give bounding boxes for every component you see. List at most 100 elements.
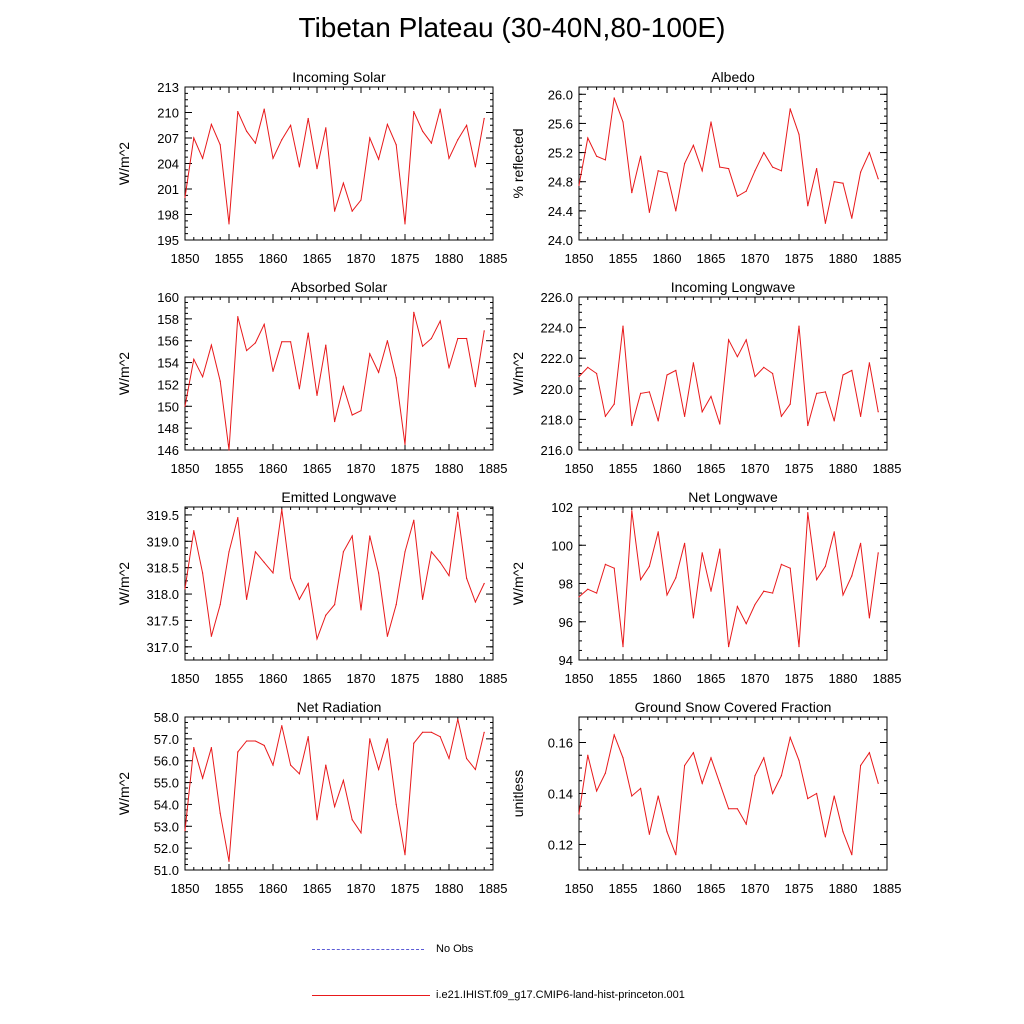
panel-7-point [228, 860, 230, 862]
panel-4-point [675, 369, 677, 372]
panel-4-point [860, 415, 862, 417]
panel-3-point [237, 316, 239, 318]
panel-4-point [684, 415, 686, 417]
panel-8-xtick-label: 1865 [697, 881, 726, 896]
panel-4-point [666, 374, 668, 376]
panel-7-point [334, 806, 336, 808]
panel-3-point [395, 377, 397, 379]
panel-4-point [640, 392, 642, 394]
panel-7-point [351, 819, 353, 821]
panel-3-point [228, 449, 230, 451]
panel-3-point [254, 342, 256, 344]
panel-6-xtick-label: 1855 [609, 671, 638, 686]
panel-1-point [228, 223, 230, 225]
panel-8-point [613, 734, 615, 736]
panel-1-point [378, 158, 380, 160]
panel-6-point [851, 575, 853, 577]
legend-obs-line [312, 949, 424, 950]
panel-7-point [272, 764, 274, 766]
panel-5-point [395, 604, 397, 606]
panel-2-point [877, 178, 879, 180]
panel-8-point [710, 757, 712, 759]
panel-5-xtick-label: 1870 [347, 671, 376, 686]
panel-6-frame [578, 506, 888, 661]
panel-1-point [237, 111, 239, 113]
panel-3-point [369, 353, 371, 355]
panel-4-ytick-label: 222.0 [540, 351, 573, 366]
panel-7-point [316, 819, 318, 821]
panel-1-point [457, 139, 459, 141]
panel-4-point [763, 366, 765, 368]
panel-7-point [307, 736, 309, 738]
panel-4-point [622, 325, 624, 327]
panel-8-point [824, 836, 827, 838]
panel-8-point [692, 752, 695, 754]
panel-1-frame [184, 86, 494, 241]
panel-4-title: Incoming Longwave [671, 279, 796, 295]
panel-6-point [728, 646, 730, 648]
panel-1-xtick-label: 1880 [435, 251, 464, 266]
panel-7-point [439, 736, 441, 738]
panel-5-point [430, 551, 432, 553]
panel-3-point [413, 311, 415, 313]
panel-8-point [754, 775, 756, 777]
panel-2-point [754, 170, 756, 172]
panel-1-xtick-label: 1870 [347, 251, 376, 266]
panel-6-ytick-label: 94 [559, 653, 573, 668]
panel-3-xtick-label: 1850 [171, 461, 200, 476]
panel-3-ytick-label: 160 [157, 290, 179, 305]
panel-5-point [237, 516, 239, 519]
panel-2-ytick-label: 25.6 [548, 116, 573, 131]
panel-5-xtick-label: 1880 [435, 671, 464, 686]
panel-5-point [448, 574, 450, 577]
legend-model-label: i.e21.IHIST.f09_g17.CMIP6-land-hist-prin… [436, 989, 685, 1001]
panel-6-xtick-label: 1860 [653, 671, 682, 686]
panel-5-point [360, 609, 362, 611]
panel-2-point [701, 170, 703, 172]
panel-3-point [351, 414, 353, 416]
panel-1-point [325, 127, 327, 129]
panel-5-xtick-label: 1875 [391, 671, 420, 686]
panel-5-point [325, 614, 327, 616]
panel-1-point [246, 130, 248, 132]
panel-6-point [824, 565, 827, 567]
panel-1-ylabel: W/m^2 [116, 142, 132, 185]
panel-2-title: Albedo [711, 69, 755, 85]
panel-3-point [202, 376, 204, 378]
panel-5-xtick-label: 1865 [303, 671, 332, 686]
panel-7-xtick-label: 1870 [347, 881, 376, 896]
panel-8-point [816, 792, 818, 795]
panel-1-point [474, 166, 476, 168]
panel-4-point [754, 375, 756, 378]
panel-3-point [184, 405, 186, 407]
panel-5-point [351, 535, 353, 537]
panel-3-point [307, 332, 309, 334]
panel-2-point [613, 97, 615, 99]
panel-5-point [210, 635, 212, 637]
panel-5-series-line [184, 509, 485, 641]
panel-2-point [578, 184, 580, 186]
panel-5-point [378, 572, 380, 574]
panel-7-point [360, 832, 362, 834]
panel-5-point [413, 519, 415, 521]
panel-8-point [789, 736, 791, 739]
panel-3-ytick-label: 146 [157, 443, 179, 458]
panel-4-xtick-label: 1855 [609, 461, 638, 476]
panel-6-point [622, 646, 624, 648]
panel-7-xtick-label: 1880 [435, 881, 464, 896]
panel-1-point [422, 130, 424, 132]
panel-2-xtick-label: 1880 [829, 251, 858, 266]
panel-5-ytick-label: 317.5 [146, 613, 179, 628]
panel-5-ytick-label: 319.5 [146, 508, 179, 523]
panel-2-point [780, 170, 783, 172]
panel-5-frame [184, 506, 494, 661]
panel-7-point [448, 757, 450, 760]
legend-model-line [312, 995, 430, 996]
panel-6-xtick-label: 1870 [741, 671, 770, 686]
panel-2-xtick-label: 1875 [785, 251, 814, 266]
panel-8-point [745, 823, 747, 825]
panel-6-series-line [578, 510, 879, 647]
panel-7-point [342, 779, 344, 781]
panel-5-ylabel: W/m^2 [116, 562, 132, 605]
panel-8-point [648, 833, 651, 835]
